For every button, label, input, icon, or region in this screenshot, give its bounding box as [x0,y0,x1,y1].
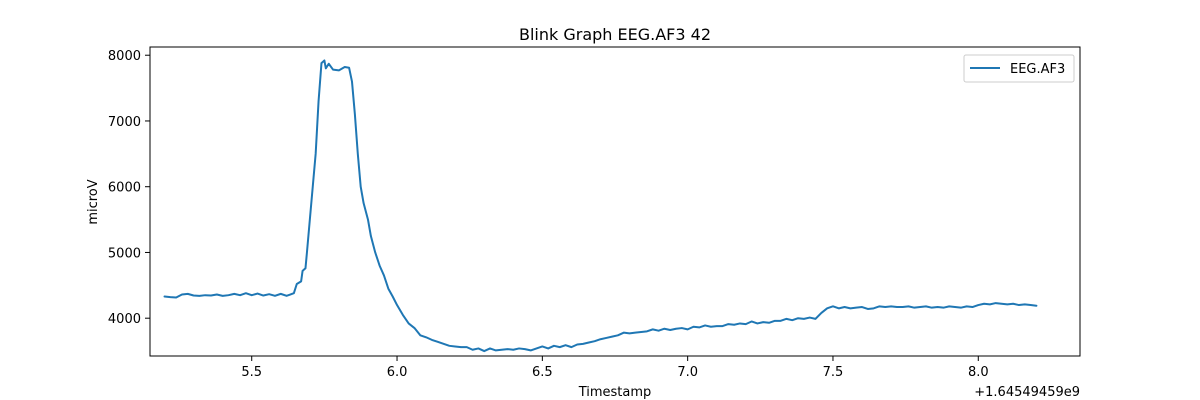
y-axis-title: microV [86,179,101,224]
y-tick-label: 8000 [108,49,141,64]
series-line-eeg-af3 [163,59,1038,353]
y-tick-label: 7000 [108,115,141,130]
x-tick-label: 5.5 [241,365,262,380]
x-axis-ticks: 5.5 6.0 6.5 7.0 7.5 8.0 [241,356,989,380]
plot-area: 5.5 6.0 6.5 7.0 7.5 8.0 4000 5000 6000 7000 8000 [108,46,1081,380]
legend-label-eeg-af3: EEG.AF3 [1010,62,1065,77]
y-tick-label: 6000 [108,181,141,196]
axes-frame [149,46,1081,357]
x-tick-label: 7.5 [823,365,844,380]
legend-box [963,54,1075,83]
x-tick-label: 7.0 [677,365,698,380]
y-tick-label: 4000 [108,312,141,327]
x-tick-label: 6.0 [387,365,408,380]
x-offset-label: +1.64549459e9 [974,385,1080,400]
x-tick-label: 6.5 [532,365,553,380]
x-tick-label: 8.0 [968,365,989,380]
y-tick-label: 5000 [108,246,141,261]
y-axis-ticks: 4000 5000 6000 7000 8000 [108,49,150,327]
x-axis-title: Timestamp [578,385,652,400]
legend: EEG.AF3 [963,54,1075,83]
chart-title: Blink Graph EEG.AF3 42 [519,25,711,44]
